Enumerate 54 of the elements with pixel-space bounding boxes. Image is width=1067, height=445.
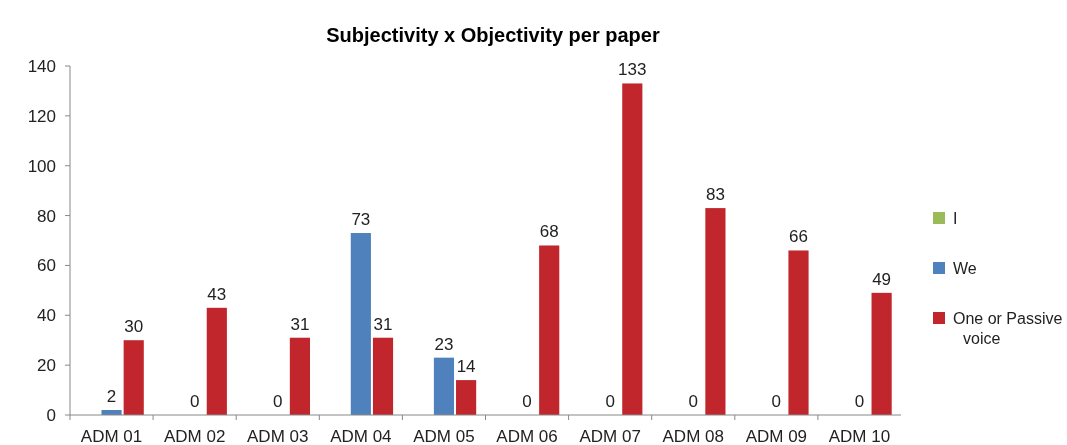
y-tick-label: 100 [27,156,56,176]
data-label: 31 [290,314,310,334]
data-label: 133 [618,60,647,80]
data-label: 2 [106,387,117,407]
x-tick-label: ADM 04 [330,427,392,445]
data-label: 0 [522,392,532,411]
legend-label: I [953,209,958,227]
data-label: 83 [705,185,725,205]
data-label: 23 [434,334,454,354]
x-tick-label: ADM 09 [745,427,808,445]
x-tick-label: ADM 07 [579,427,641,445]
data-label: 0 [771,392,782,411]
bar [289,337,310,415]
y-tick-label: 60 [37,256,56,276]
bar [456,380,477,415]
x-tick-label: ADM 06 [496,427,558,445]
y-tick-label: 40 [37,306,56,326]
bar [871,292,892,415]
bar [539,245,560,415]
bar [206,307,227,415]
x-tick-label: ADM 02 [163,427,226,445]
y-tick-label: 140 [27,56,56,76]
data-label: 0 [605,392,615,411]
data-label: 73 [351,210,371,230]
data-label: 43 [207,284,227,304]
bar [705,208,726,415]
data-label: 0 [854,392,865,411]
y-tick-label: 0 [46,405,56,425]
y-tick-label: 20 [37,356,56,376]
bar [433,357,455,415]
x-tick-label: ADM 05 [413,427,475,445]
data-label: 31 [373,314,393,334]
bar [123,340,144,415]
data-label: 30 [124,317,144,337]
data-label: 0 [688,392,698,411]
data-label: 14 [456,357,476,377]
data-label: 68 [539,222,559,242]
data-label: 0 [273,392,283,411]
bar [350,233,371,415]
data-label: 49 [872,269,892,289]
x-tick-label: ADM 03 [247,427,309,445]
bar [622,83,643,415]
x-tick-label: ADM 01 [80,427,143,445]
y-tick-label: 80 [37,206,56,226]
data-label: 66 [789,227,808,247]
legend-label: We [953,259,977,277]
y-tick-label: 120 [27,106,56,126]
bar [788,250,809,415]
bar [372,337,394,415]
x-tick-label: ADM 08 [662,427,724,445]
legend-label: One or Passive voice [953,309,1063,347]
chart-title: Subjectivity x Objectivity per paper [326,24,660,46]
data-label: 0 [189,392,200,411]
x-tick-label: ADM 10 [828,427,891,445]
